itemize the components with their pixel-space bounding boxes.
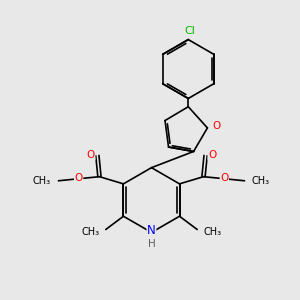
Text: CH₃: CH₃	[252, 176, 270, 186]
Text: O: O	[208, 150, 216, 160]
Text: O: O	[87, 150, 95, 160]
Text: N: N	[147, 224, 156, 237]
Text: CH₃: CH₃	[33, 176, 51, 186]
Text: H: H	[148, 238, 155, 249]
Text: O: O	[213, 122, 221, 131]
Text: Cl: Cl	[184, 26, 195, 36]
Text: O: O	[220, 173, 228, 183]
Text: CH₃: CH₃	[82, 227, 100, 237]
Text: CH₃: CH₃	[203, 227, 221, 237]
Text: O: O	[74, 173, 83, 183]
